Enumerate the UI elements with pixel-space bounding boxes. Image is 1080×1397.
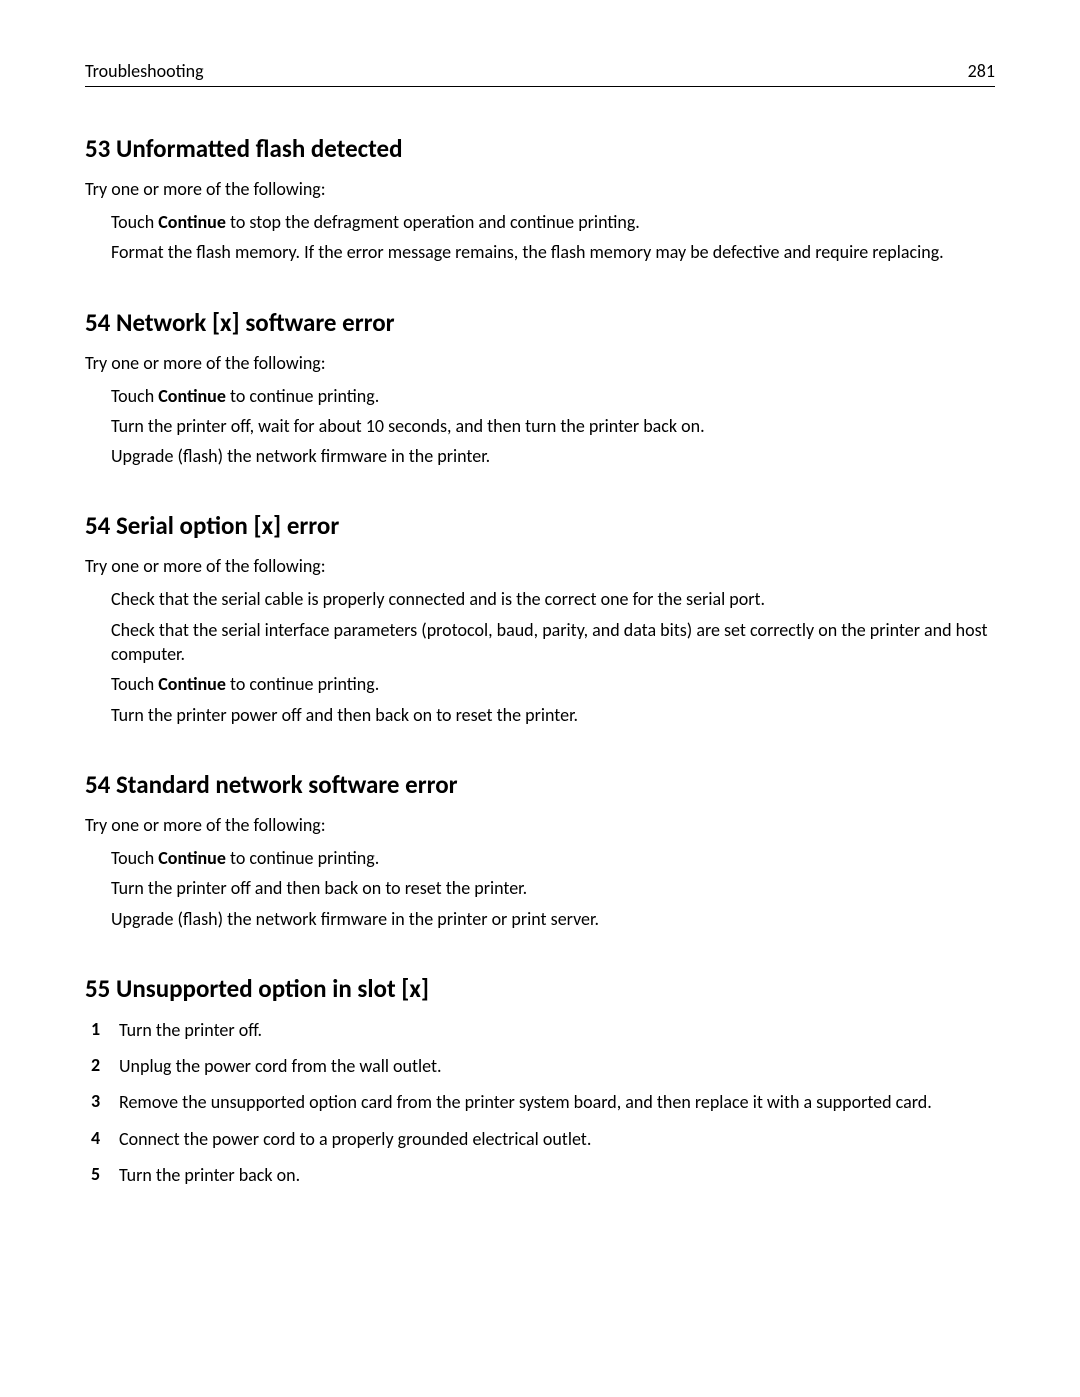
section: 54 Standard network software error Try on… — [85, 769, 995, 931]
ordered-item: 5Turn the printer back on. — [91, 1163, 995, 1187]
list-item: Touch Continue to continue printing. — [111, 672, 995, 696]
list-item: Turn the printer off, wait for about 10 … — [111, 414, 995, 438]
ordered-item-text: Unplug the power cord from the wall outl… — [119, 1054, 995, 1078]
ordered-item-number: 3 — [91, 1090, 113, 1114]
section-heading: 54 Serial option [x] error — [85, 510, 995, 541]
section-lead: Try one or more of the following: — [85, 555, 995, 577]
ordered-list: 1Turn the printer off.2Unplug the power … — [85, 1018, 995, 1187]
list-item: Touch Continue to stop the defragment op… — [111, 210, 995, 234]
list-item: Touch Continue to continue printing. — [111, 384, 995, 408]
list-item: Format the flash memory. If the error me… — [111, 240, 995, 264]
page-content: 53 Unformatted flash detected Try one or … — [85, 133, 995, 1187]
section-lead: Try one or more of the following: — [85, 178, 995, 200]
list-item: Turn the printer power off and then back… — [111, 703, 995, 727]
ordered-item-text: Connect the power cord to a properly gro… — [119, 1127, 995, 1151]
header-page: 281 — [968, 60, 995, 82]
list-item: Turn the printer off and then back on to… — [111, 876, 995, 900]
section-lead: Try one or more of the following: — [85, 814, 995, 836]
list-item: Check that the serial interface paramete… — [111, 618, 995, 667]
section: 54 Serial option [x] error Try one or mor… — [85, 510, 995, 726]
ordered-item: 4Connect the power cord to a properly gr… — [91, 1127, 995, 1151]
section-heading: 55 Unsupported option in slot [x] — [85, 973, 995, 1004]
ordered-item-text: Remove the unsupported option card from … — [119, 1090, 995, 1114]
ordered-item-number: 4 — [91, 1127, 113, 1151]
section: 55 Unsupported option in slot [x]1Turn t… — [85, 973, 995, 1187]
page-header: Troubleshooting 281 — [85, 60, 995, 87]
item-list: Touch Continue to stop the defragment op… — [85, 210, 995, 265]
header-title: Troubleshooting — [85, 60, 204, 82]
ordered-item: 2Unplug the power cord from the wall out… — [91, 1054, 995, 1078]
section-heading: 54 Standard network software error — [85, 769, 995, 800]
ordered-item: 1Turn the printer off. — [91, 1018, 995, 1042]
section-heading: 54 Network [x] software error — [85, 307, 995, 338]
section-lead: Try one or more of the following: — [85, 352, 995, 374]
ordered-item-number: 1 — [91, 1018, 113, 1042]
list-item: Upgrade (flash) the network firmware in … — [111, 907, 995, 931]
ordered-item-text: Turn the printer off. — [119, 1018, 995, 1042]
section: 53 Unformatted flash detected Try one or … — [85, 133, 995, 265]
ordered-item-number: 2 — [91, 1054, 113, 1078]
item-list: Check that the serial cable is properly … — [85, 587, 995, 726]
section-heading: 53 Unformatted flash detected — [85, 133, 995, 164]
list-item: Check that the serial cable is properly … — [111, 587, 995, 611]
item-list: Touch Continue to continue printing. Turn… — [85, 384, 995, 469]
list-item: Touch Continue to continue printing. — [111, 846, 995, 870]
ordered-item-text: Turn the printer back on. — [119, 1163, 995, 1187]
item-list: Touch Continue to continue printing. Turn… — [85, 846, 995, 931]
ordered-item: 3Remove the unsupported option card from… — [91, 1090, 995, 1114]
list-item: Upgrade (flash) the network firmware in … — [111, 444, 995, 468]
ordered-item-number: 5 — [91, 1163, 113, 1187]
section: 54 Network [x] software error Try one or … — [85, 307, 995, 469]
